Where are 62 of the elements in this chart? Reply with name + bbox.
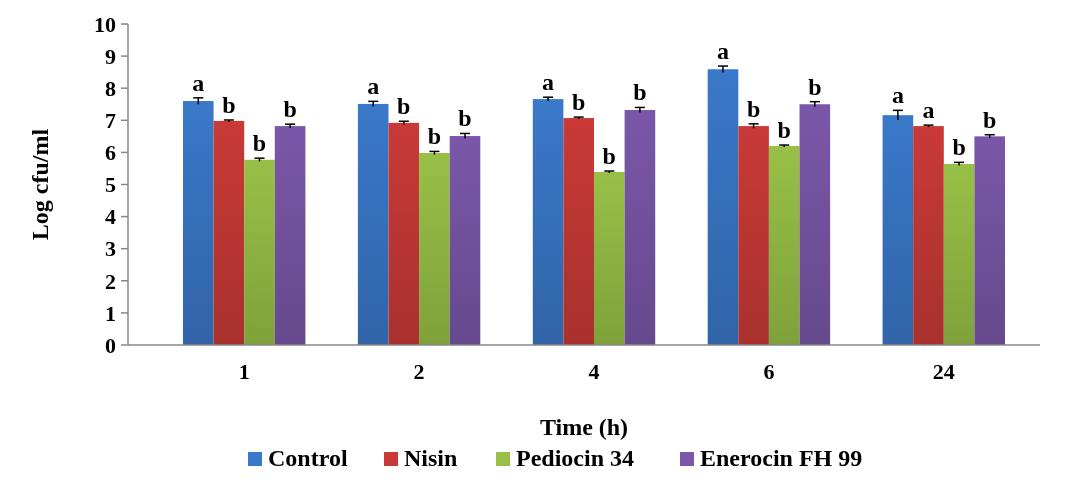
y-tick-label: 3: [105, 236, 116, 262]
bar: [357, 103, 389, 345]
y-tick-label: 10: [94, 11, 116, 37]
bar: [532, 99, 564, 345]
x-tick-label: 24: [932, 359, 955, 384]
bar: [449, 136, 481, 345]
data-label: a: [716, 38, 729, 65]
legend-label: Control: [268, 445, 348, 471]
bar: [213, 120, 245, 345]
bar: [182, 101, 214, 345]
bar: [388, 122, 420, 345]
data-label: b: [252, 130, 267, 157]
y-tick-label: 6: [105, 140, 116, 166]
y-tick-label: 4: [105, 204, 116, 230]
bar: [974, 136, 1006, 345]
data-label: a: [192, 69, 205, 96]
bar: [913, 126, 944, 345]
bar: [738, 126, 769, 345]
y-tick-label: 8: [105, 75, 116, 101]
data-label: b: [427, 123, 442, 150]
data-label: b: [602, 143, 616, 170]
x-tick-label: 1: [238, 359, 250, 384]
data-label: b: [572, 89, 586, 116]
y-axis-title: Log cfu/ml: [27, 128, 53, 241]
data-label: a: [367, 73, 380, 100]
bar: [419, 153, 450, 345]
bar: [624, 110, 656, 345]
x-tick-label: 6: [763, 359, 775, 384]
data-label: b: [983, 106, 997, 133]
y-tick-label: 1: [105, 300, 116, 326]
x-axis-title: Time (h): [539, 414, 629, 440]
bar: [707, 69, 739, 345]
data-label: b: [222, 91, 236, 118]
data-label: b: [283, 96, 297, 123]
x-tick-label: 4: [588, 359, 600, 384]
y-tick-label: 5: [105, 172, 116, 198]
bar: [274, 126, 306, 345]
y-tick-label: 0: [105, 332, 116, 358]
legend-label: Nisin: [404, 445, 458, 471]
bar: [882, 115, 914, 345]
y-tick-label: 7: [105, 108, 116, 133]
data-label: b: [777, 117, 791, 144]
y-tick-label: 2: [105, 268, 116, 294]
data-label: a: [891, 82, 904, 109]
legend-label: Enerocin FH 99: [700, 445, 863, 471]
data-label: a: [542, 69, 555, 96]
data-label: b: [952, 134, 966, 161]
bar: [768, 145, 800, 345]
y-tick-label: 9: [105, 43, 116, 69]
bar: [244, 159, 275, 345]
bar: [594, 171, 625, 345]
data-label: a: [922, 97, 935, 124]
data-label: b: [808, 73, 822, 100]
data-label: b: [746, 95, 761, 122]
x-tick-label: 2: [413, 359, 425, 384]
legend-label: Pediocin 34: [516, 445, 634, 471]
bar: [799, 104, 831, 345]
bar: [563, 118, 594, 345]
bar: [943, 163, 975, 345]
data-label: b: [633, 79, 647, 106]
data-label: b: [458, 105, 472, 132]
data-label: b: [397, 93, 411, 120]
